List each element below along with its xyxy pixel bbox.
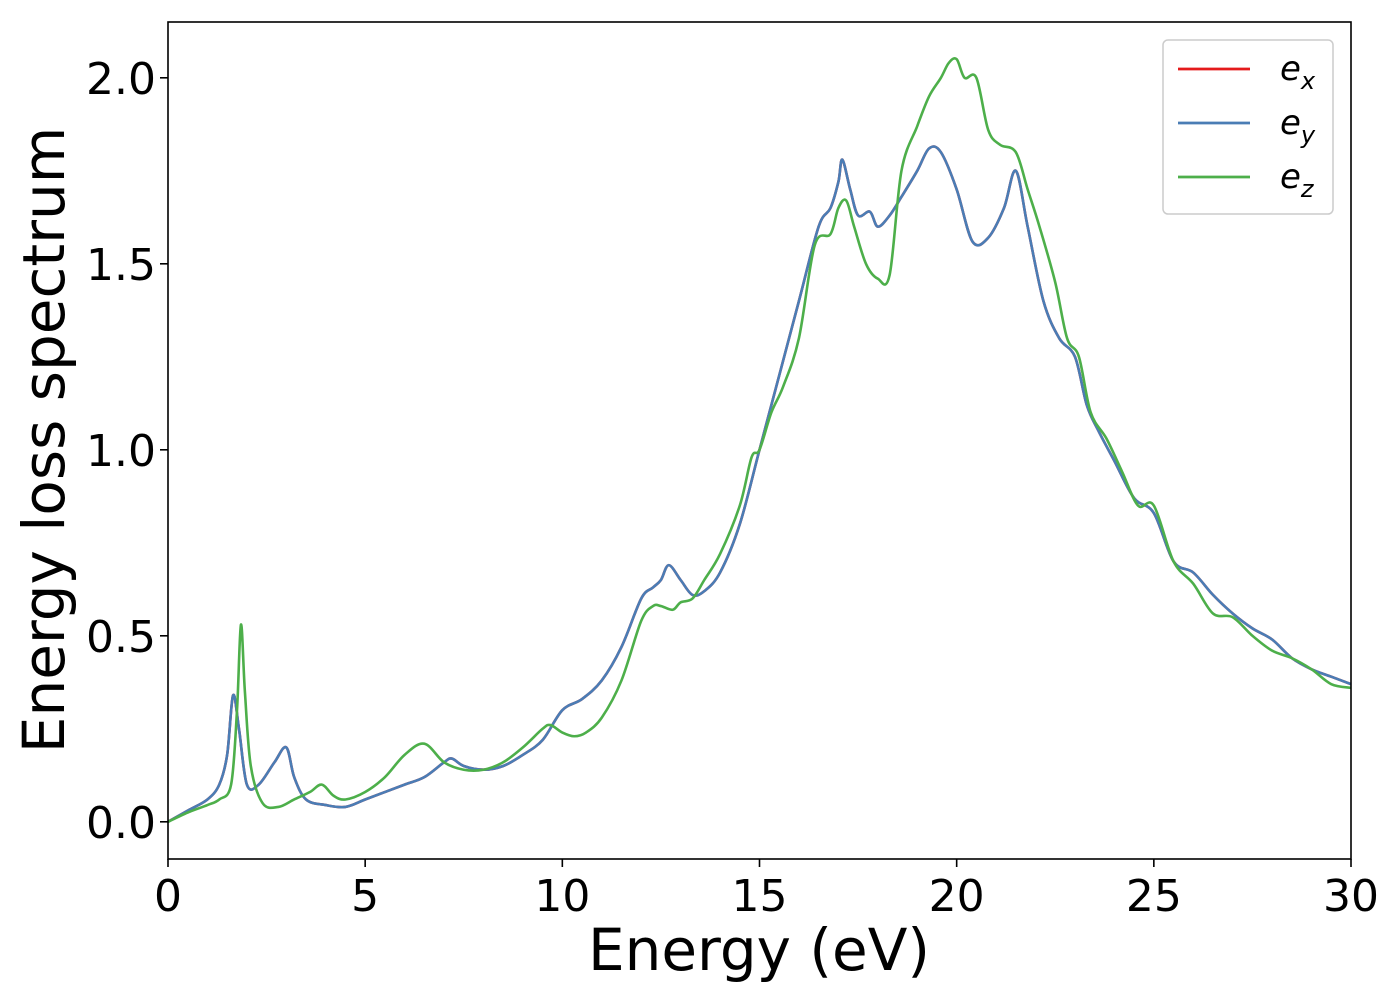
legend-label-y: ey xyxy=(1280,103,1316,149)
x-tick-label: 25 xyxy=(1126,871,1182,922)
y-axis-ticks: 0.0 0.5 1.0 1.5 2.0 xyxy=(86,54,168,849)
y-tick-label: 0.0 xyxy=(86,798,156,849)
plot-background xyxy=(168,22,1351,859)
x-axis-ticks: 0 5 10 15 20 25 30 xyxy=(154,859,1379,922)
series-line-z xyxy=(168,57,1351,823)
x-tick-label: 30 xyxy=(1323,871,1379,922)
y-axis-label: Energy loss spectrum xyxy=(10,127,78,753)
y-tick-label: 2.0 xyxy=(86,54,156,105)
x-tick-label: 5 xyxy=(351,871,379,922)
y-tick-label: 1.0 xyxy=(86,426,156,477)
series-layer xyxy=(168,57,1351,823)
x-tick-label: 0 xyxy=(154,871,182,922)
x-tick-label: 20 xyxy=(929,871,985,922)
x-tick-label: 10 xyxy=(534,871,590,922)
y-tick-label: 1.5 xyxy=(86,240,156,291)
legend: ex ey ez xyxy=(1162,39,1334,215)
legend-label-x: ex xyxy=(1280,49,1316,95)
x-tick-label: 15 xyxy=(732,871,788,922)
y-tick-label: 0.5 xyxy=(86,612,156,663)
x-axis-label: Energy (eV) xyxy=(588,916,930,984)
legend-box xyxy=(1162,39,1334,215)
legend-label-z: ez xyxy=(1280,157,1315,203)
